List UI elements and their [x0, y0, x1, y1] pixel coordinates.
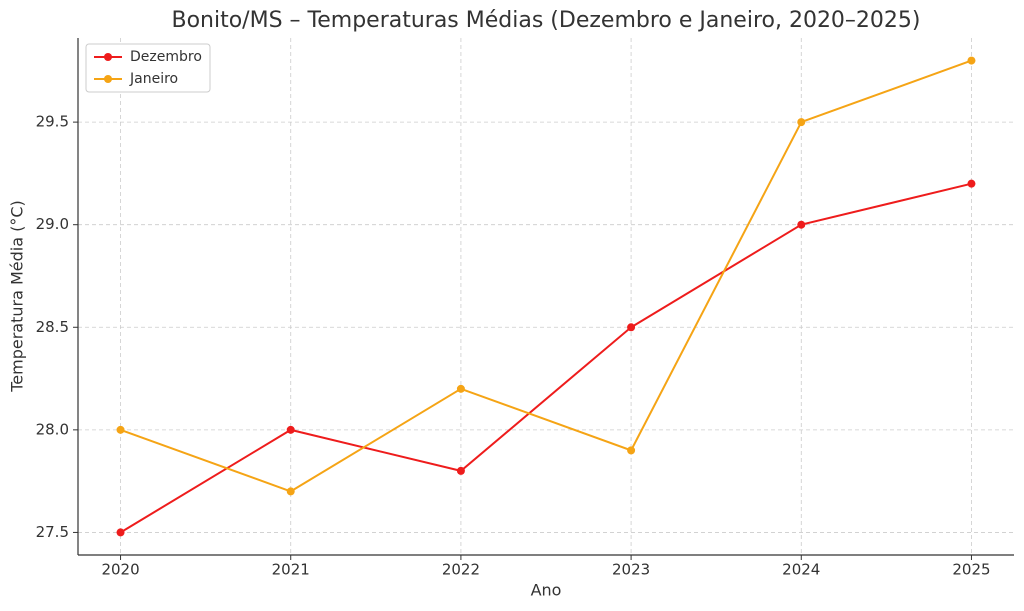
point — [456, 384, 465, 393]
x-tick-label: 2020 — [101, 561, 139, 579]
x-axis-label: Ano — [531, 581, 562, 600]
y-tick-label: 28.5 — [36, 318, 69, 336]
x-tick-label: 2025 — [952, 561, 990, 579]
line — [120, 182, 972, 534]
point — [797, 220, 806, 229]
legend-marker — [104, 53, 112, 61]
point — [967, 179, 976, 188]
x-tick-label: 2022 — [442, 561, 480, 579]
x-tick-label: 2024 — [782, 561, 820, 579]
y-tick-label: 29.5 — [36, 113, 69, 131]
y-tick-label: 27.5 — [36, 523, 69, 541]
legend-label: Dezembro — [130, 49, 202, 65]
y-tick-label: 28.0 — [36, 420, 69, 438]
legend-marker — [104, 75, 112, 83]
point — [627, 323, 636, 332]
line — [120, 59, 972, 493]
y-axis-label: Temperatura Média (°C) — [8, 200, 27, 393]
point — [286, 487, 295, 496]
legend: Dezembro Janeiro — [85, 43, 211, 93]
point — [116, 425, 125, 434]
x-tick-label: 2021 — [272, 561, 310, 579]
y-tick-label: 29.0 — [36, 215, 69, 233]
legend-label: Janeiro — [129, 71, 178, 87]
chart-title: Bonito/MS – Temperaturas Médias (Dezembr… — [171, 8, 920, 33]
point — [286, 425, 295, 434]
point — [967, 56, 976, 65]
point — [797, 118, 806, 127]
point — [116, 528, 125, 537]
x-tick-label: 2023 — [612, 561, 650, 579]
point — [627, 446, 636, 455]
point — [456, 466, 465, 475]
